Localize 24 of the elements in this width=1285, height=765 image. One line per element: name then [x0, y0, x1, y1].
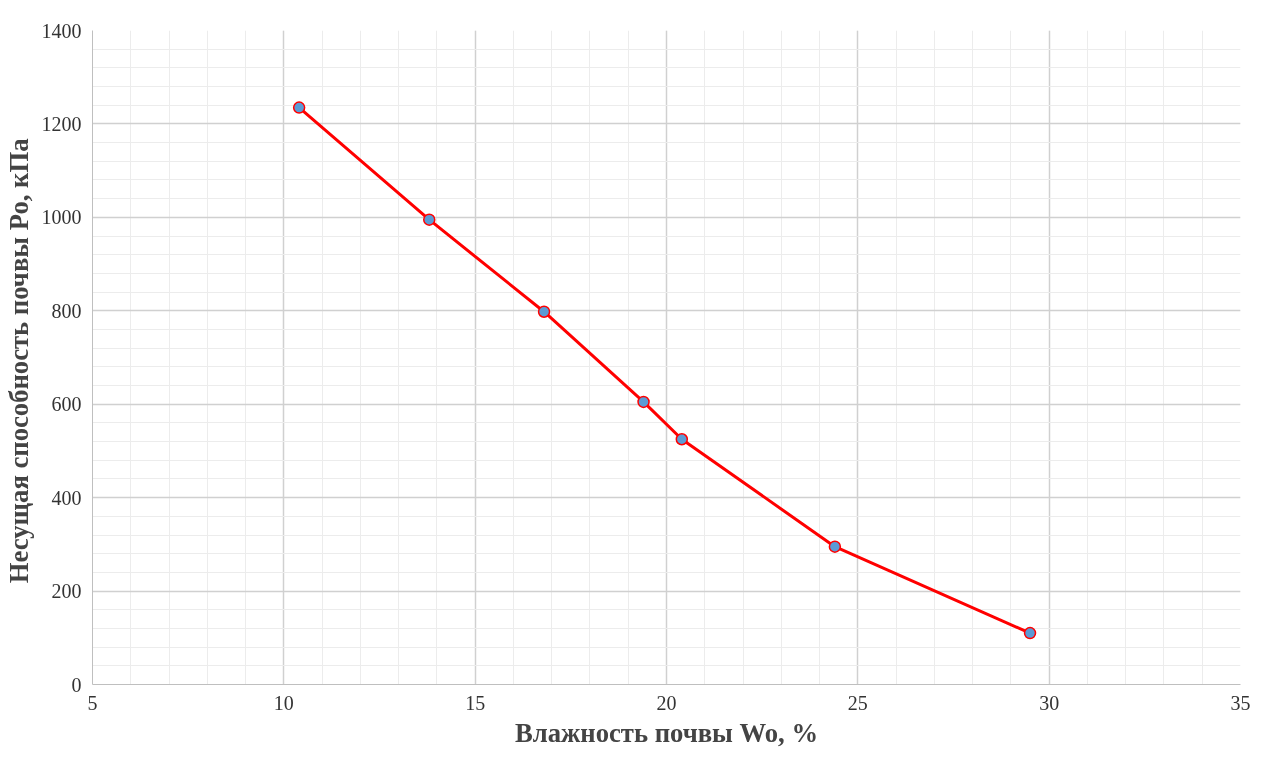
y-tick-label: 400	[51, 486, 82, 509]
x-tick-label: 10	[273, 691, 294, 714]
x-tick-label: 25	[847, 691, 868, 714]
x-tick-label: 35	[1230, 691, 1251, 714]
x-tick-label: 30	[1039, 691, 1060, 714]
y-tick-label: 0	[71, 673, 82, 696]
y-tick-label: 600	[51, 393, 82, 416]
y-tick-label: 200	[51, 580, 82, 603]
point	[423, 213, 436, 226]
y-tick-label: 1200	[41, 112, 82, 135]
point	[292, 101, 306, 114]
x-tick-label: 5	[87, 691, 98, 714]
y-tick-label: 1400	[41, 19, 82, 42]
point	[1023, 626, 1037, 640]
y-axis-title: Несущая способность почвы Ро, кПа	[3, 138, 34, 584]
y-tick-label: 800	[51, 299, 82, 322]
point	[637, 395, 650, 409]
x-tick-label: 20	[656, 691, 677, 714]
point	[675, 433, 689, 446]
x-axis-title: Влажность почвы Wo, %	[514, 717, 819, 748]
point	[537, 305, 551, 318]
x-tick-label: 15	[465, 691, 486, 714]
point	[828, 540, 842, 553]
y-tick-label: 1000	[41, 206, 82, 229]
